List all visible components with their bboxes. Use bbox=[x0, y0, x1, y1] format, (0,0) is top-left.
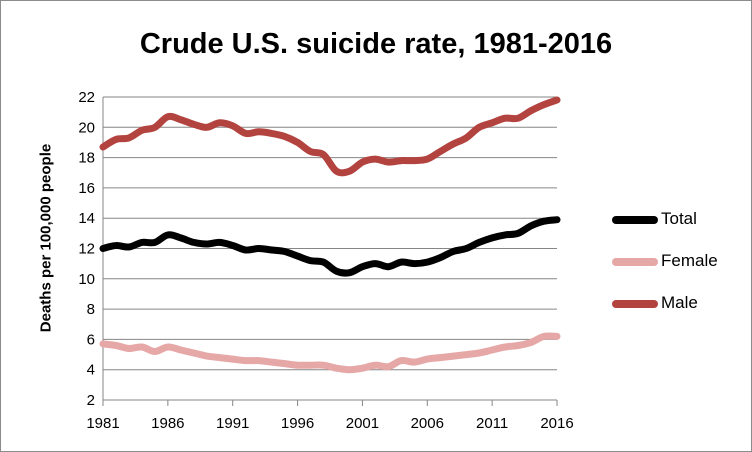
x-tick-label: 2011 bbox=[476, 415, 508, 432]
y-tick-label: 10 bbox=[78, 271, 95, 288]
y-tick-label: 22 bbox=[78, 89, 95, 106]
y-tick-label: 16 bbox=[78, 180, 95, 197]
y-tick-label: 8 bbox=[87, 301, 95, 318]
series-line-total bbox=[99, 216, 561, 277]
x-tick-label: 2006 bbox=[411, 415, 444, 432]
legend-label: Male bbox=[661, 293, 698, 312]
x-tick-label: 1996 bbox=[281, 415, 314, 432]
y-tick-label: 12 bbox=[78, 241, 95, 258]
y-tick-label: 6 bbox=[87, 331, 95, 348]
series-line-female bbox=[99, 332, 561, 374]
x-tick-label: 1986 bbox=[151, 415, 184, 432]
x-tick-label: 1981 bbox=[86, 415, 119, 432]
legend-swatch bbox=[612, 216, 658, 224]
y-tick-label: 4 bbox=[87, 362, 95, 379]
chart-title: Crude U.S. suicide rate, 1981-2016 bbox=[139, 28, 613, 60]
legend-label: Female bbox=[661, 251, 718, 270]
y-tick-label: 2 bbox=[87, 392, 95, 409]
series-line-male bbox=[99, 96, 561, 177]
x-tick-label: 2001 bbox=[346, 415, 379, 432]
y-tick-label: 14 bbox=[78, 210, 95, 227]
legend-label: Total bbox=[661, 209, 697, 228]
y-tick-label: 20 bbox=[78, 119, 95, 136]
x-tick-label: 1991 bbox=[216, 415, 249, 432]
legend-swatch bbox=[612, 300, 658, 308]
y-tick-label: 18 bbox=[78, 150, 95, 167]
legend-swatch bbox=[612, 258, 658, 266]
x-tick-label: 2016 bbox=[540, 415, 573, 432]
